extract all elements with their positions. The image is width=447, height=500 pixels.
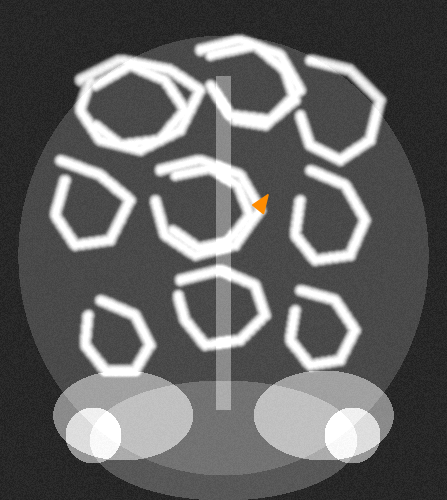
Polygon shape: [253, 194, 268, 214]
